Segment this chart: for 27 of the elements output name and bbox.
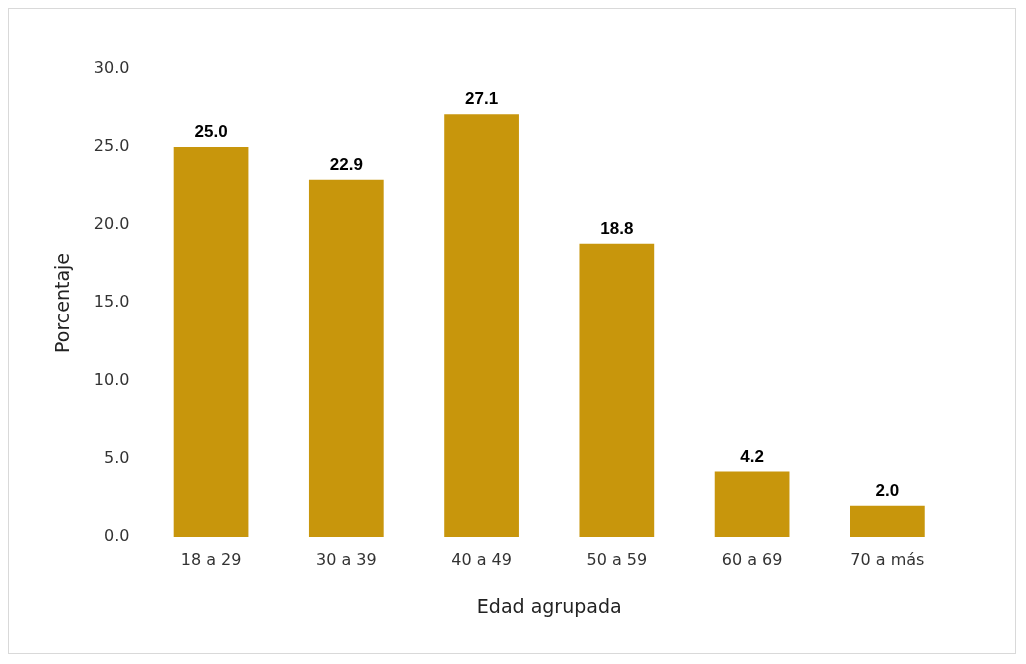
data-label: 2.0 (875, 480, 900, 500)
y-tick-label: 10.0 (93, 370, 130, 390)
bar (714, 471, 790, 537)
data-label: 18.8 (600, 218, 634, 238)
y-tick-label: 5.0 (103, 448, 130, 468)
bar (579, 243, 655, 537)
x-axis-title: Edad agrupada (476, 594, 622, 617)
y-tick-label: 15.0 (93, 292, 130, 312)
x-tick-label: 60 a 69 (721, 549, 783, 569)
x-tick-label: 30 a 39 (315, 549, 377, 569)
data-label: 22.9 (329, 154, 363, 174)
y-tick-label: 0.0 (103, 526, 130, 546)
bar (850, 505, 925, 537)
x-tick-label: 18 a 29 (180, 549, 242, 569)
x-tick-label: 50 a 59 (586, 549, 648, 569)
y-axis-title: Porcentaje (51, 252, 74, 354)
x-tick-label: 40 a 49 (451, 549, 512, 569)
data-label: 25.0 (194, 122, 228, 142)
data-label: 27.1 (465, 89, 499, 109)
bar (444, 114, 519, 537)
bar (308, 179, 384, 537)
y-tick-label: 30.0 (93, 58, 130, 78)
y-tick-label: 20.0 (93, 214, 130, 234)
data-label: 4.2 (740, 446, 764, 466)
y-tick-label: 25.0 (93, 136, 130, 156)
x-tick-label: 70 a más (850, 549, 925, 569)
bar (173, 147, 249, 537)
